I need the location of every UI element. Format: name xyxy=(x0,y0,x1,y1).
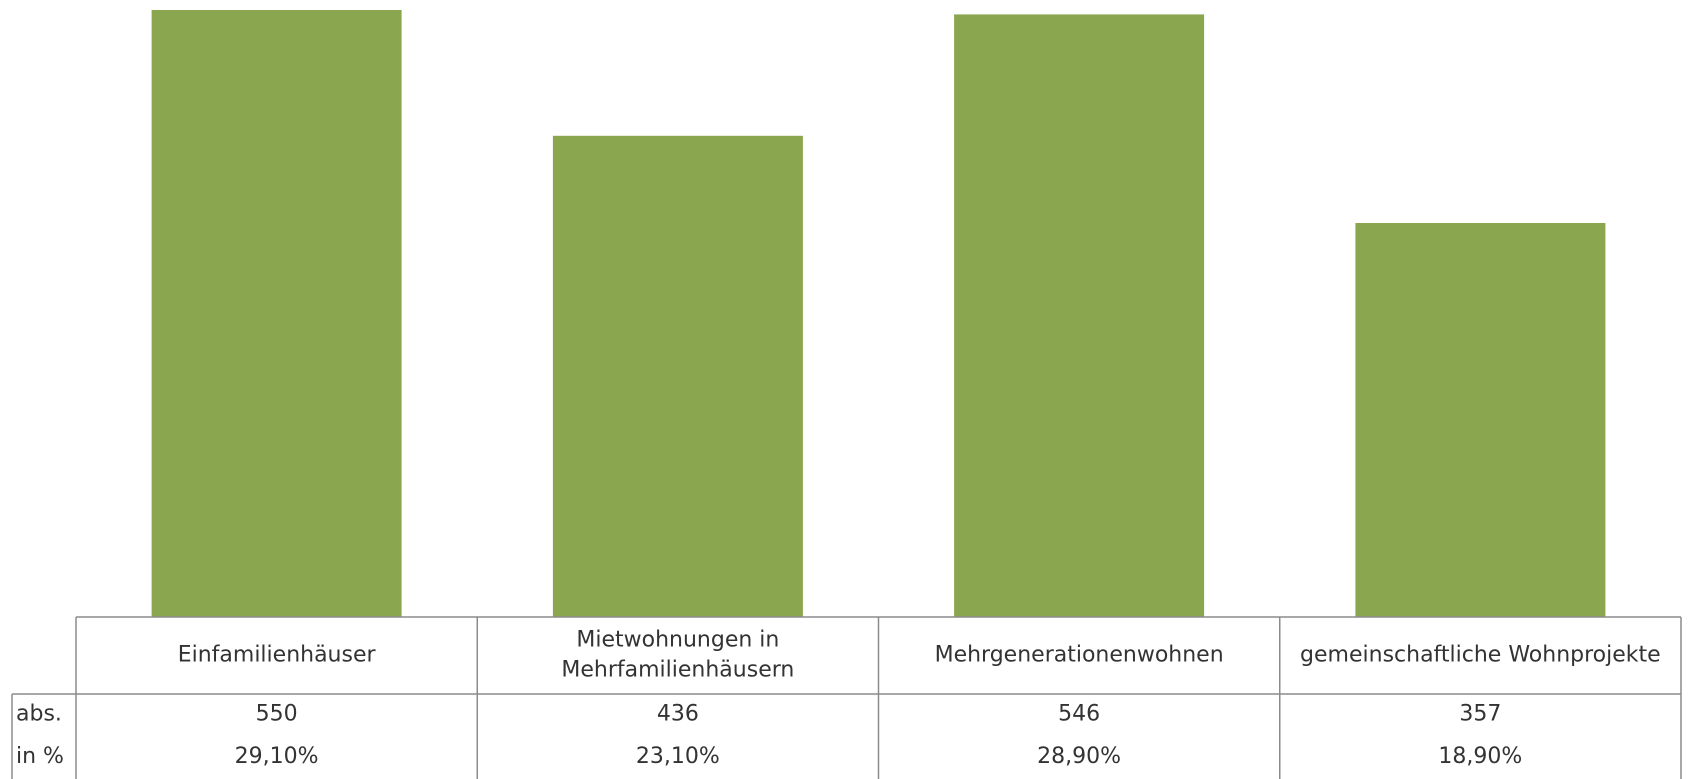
bar-3 xyxy=(954,14,1205,617)
data-table-text: Einfamilienhäuser Mietwohnungen in Mehrfam… xyxy=(16,628,1661,770)
table-cell-r2-c2: 23,10% xyxy=(636,744,720,769)
category-label-2-line-1: Mietwohnungen in xyxy=(576,628,779,653)
table-cell-r2-c1: 29,10% xyxy=(235,744,319,769)
row-label-1: abs. xyxy=(16,702,62,727)
bar-1 xyxy=(151,10,402,617)
category-label-2-line-2: Mehrfamilienhäusern xyxy=(561,658,794,683)
category-label-4: gemeinschaftliche Wohnprojekte xyxy=(1300,643,1661,668)
table-cell-r1-c3: 546 xyxy=(1058,702,1100,727)
table-cell-r1-c1: 550 xyxy=(256,702,298,727)
table-cell-r1-c4: 357 xyxy=(1459,702,1501,727)
table-cell-r1-c2: 436 xyxy=(657,702,699,727)
row-label-2: in % xyxy=(16,744,64,769)
bar-4 xyxy=(1355,223,1606,617)
bar-2 xyxy=(552,135,803,618)
table-cell-r2-c4: 18,90% xyxy=(1438,744,1522,769)
table-cell-r2-c3: 28,90% xyxy=(1037,744,1121,769)
category-label-1: Einfamilienhäuser xyxy=(178,643,377,668)
data-table-grid xyxy=(11,616,1682,779)
category-label-3: Mehrgenerationenwohnen xyxy=(935,643,1224,668)
bar-series xyxy=(151,10,1606,618)
